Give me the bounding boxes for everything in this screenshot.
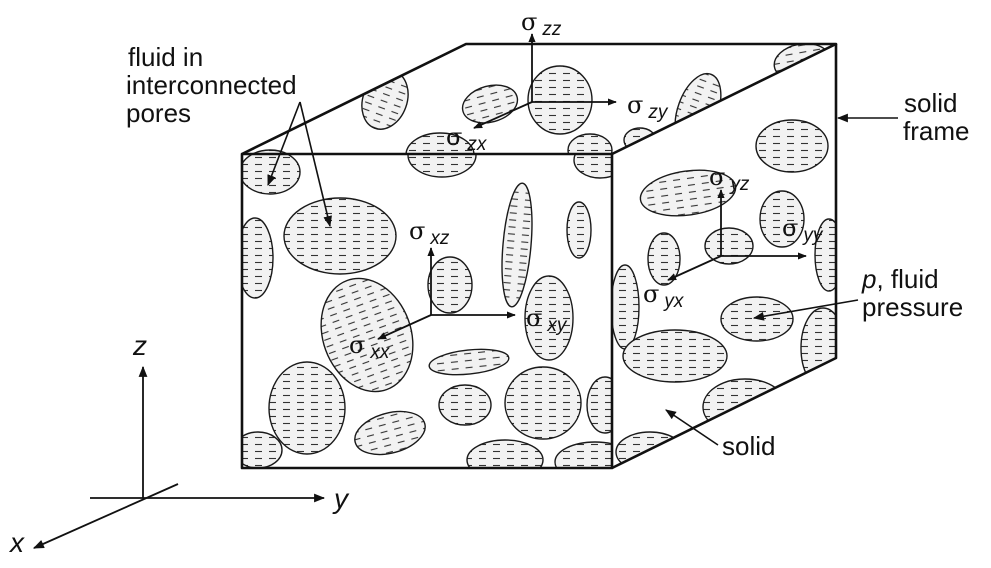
fluid-in-label: fluid in [128, 42, 203, 72]
pore [622, 329, 728, 383]
pore [461, 84, 519, 124]
svg-text:σyy: σ yy [782, 214, 824, 246]
pore [428, 348, 510, 376]
pore [612, 264, 640, 350]
svg-text:σxy: σ xy [526, 304, 568, 336]
pore [501, 182, 533, 308]
sigma-zy-label: σ zy [627, 91, 669, 123]
sigma-yz-label: σ yz [709, 163, 750, 195]
front-face-pores [242, 154, 612, 468]
pore [466, 439, 544, 468]
pore [704, 227, 754, 265]
pore [504, 366, 582, 440]
pore [242, 154, 301, 195]
pore [759, 190, 805, 248]
solid-frame-label-line2: frame [903, 116, 969, 146]
svg-text:σyx: σ yx [643, 280, 685, 312]
pore [639, 169, 737, 217]
sigma-yx-label: σ yx [643, 280, 685, 312]
solid-frame-callout: solid frame [836, 88, 969, 146]
front-face-stress-arrows [377, 247, 516, 340]
pore [573, 154, 612, 179]
pore [354, 410, 426, 456]
y-axis-label: y [332, 483, 350, 514]
pore [320, 277, 414, 393]
solid-frame-label-line1: solid [904, 88, 957, 118]
fluid-pressure-label-line1: p, fluid [861, 264, 939, 294]
interconnected-label: interconnected [126, 70, 297, 100]
svg-text:σxz: σ xz [409, 217, 450, 249]
pore [524, 275, 574, 361]
svg-text:σxx: σ xx [349, 331, 391, 363]
svg-text:σyz: σ yz [709, 163, 750, 195]
pore [438, 384, 492, 426]
pore [566, 201, 592, 259]
svg-text:σzz: σ zz [521, 8, 562, 40]
top-face-stress-arrows [473, 33, 617, 129]
sigma-xy-label: σ xy [526, 304, 568, 336]
sigma-xx-label: σ xx [349, 331, 391, 363]
top-face-pores [242, 44, 831, 154]
pore [720, 296, 794, 342]
sigma-xz-label: σ xz [409, 217, 450, 249]
pore [268, 361, 346, 455]
solid-callout: solid [665, 409, 775, 461]
pore [554, 441, 612, 468]
solid-label: solid [722, 431, 775, 461]
fluid-pressure-callout: p, fluid pressure [752, 264, 963, 322]
pore [405, 132, 475, 154]
coordinate-axes: z y x [8, 330, 350, 558]
pore [527, 65, 593, 135]
fluid-pressure-label-line2: pressure [862, 292, 963, 322]
pore [242, 149, 301, 154]
z-axis-label: z [132, 330, 147, 361]
pore [586, 376, 612, 434]
fluid-pores-callout: fluid in interconnected pores [126, 42, 332, 228]
sigma-zx-label: σ zx [446, 123, 488, 155]
pore [800, 307, 836, 389]
pore [242, 217, 274, 299]
pores-label: pores [126, 98, 191, 128]
side-face-stress-arrows [667, 189, 807, 281]
pore [283, 197, 397, 275]
sigma-yy-label: σ yy [782, 214, 824, 246]
cube-edges [240, 42, 838, 470]
pore [427, 256, 473, 314]
pore [755, 119, 829, 173]
svg-text:σzy: σ zy [627, 91, 669, 123]
svg-text:σzx: σ zx [446, 123, 488, 155]
x-axis-label: x [8, 527, 25, 558]
pore [814, 218, 836, 292]
pore [242, 431, 283, 468]
pore [567, 133, 613, 154]
sigma-zz-label: σ zz [521, 8, 562, 40]
pore [647, 232, 681, 286]
